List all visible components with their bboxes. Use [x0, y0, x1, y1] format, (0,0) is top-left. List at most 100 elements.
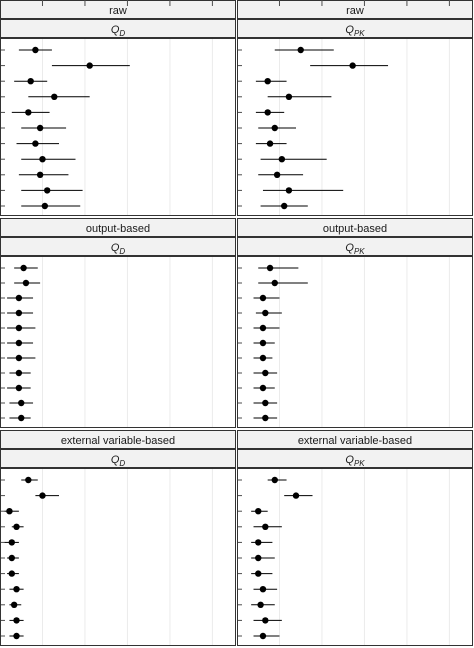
- quantity-base: Q: [345, 24, 354, 36]
- estimate-point: [25, 476, 32, 484]
- strip-method-background: [0, 218, 236, 237]
- strip-method-label: external variable-based: [298, 435, 412, 447]
- estimate-point: [297, 46, 304, 54]
- estimate-point: [271, 279, 278, 287]
- strip-quantity-background: [237, 449, 473, 468]
- estimate-point: [15, 309, 23, 317]
- estimate-point: [41, 202, 49, 210]
- panel-1: raw QD: [0, 0, 236, 216]
- estimate-point: [259, 324, 267, 332]
- estimate-point: [264, 109, 271, 116]
- panel-6: external variable-based QPK: [237, 430, 473, 646]
- strip-quantity-label: QPK: [345, 24, 365, 38]
- estimate-point: [255, 508, 262, 515]
- estimate-point: [257, 601, 264, 608]
- strip-method-label: output-based: [86, 223, 150, 235]
- estimate-point: [259, 384, 267, 392]
- estimate-point: [15, 354, 23, 362]
- estimate-point: [15, 384, 23, 392]
- estimate-point: [271, 476, 278, 484]
- estimate-point: [39, 492, 46, 499]
- estimate-point: [273, 171, 281, 178]
- strip-quantity-label: QPK: [345, 242, 365, 256]
- estimate-point: [255, 570, 262, 577]
- strip-quantity-label: QPK: [345, 454, 365, 468]
- quantity-base: Q: [345, 242, 354, 254]
- estimate-point: [13, 617, 20, 624]
- estimate-point: [259, 586, 267, 593]
- strip-method-background: [0, 0, 236, 19]
- strip-quantity-label: QD: [111, 24, 126, 38]
- estimate-point: [15, 324, 23, 332]
- estimate-point: [18, 399, 25, 407]
- strip-method-label: raw: [346, 5, 364, 17]
- strip-method-background: [237, 218, 473, 237]
- strip-method-background: [237, 430, 473, 449]
- quantity-base: Q: [111, 242, 120, 254]
- estimate-point: [13, 523, 20, 530]
- strip-quantity-label: QD: [111, 454, 126, 468]
- estimate-point: [32, 140, 39, 147]
- estimate-point: [259, 294, 267, 302]
- estimate-point: [22, 279, 30, 287]
- strip-quantity-background: [0, 237, 236, 256]
- quantity-subscript: D: [119, 459, 125, 468]
- strip-method-label: raw: [109, 5, 127, 17]
- strip-quantity-background: [237, 19, 473, 38]
- estimate-point: [44, 187, 51, 194]
- panel-3: output-based QD: [0, 218, 236, 428]
- strip-quantity-label: QD: [111, 242, 126, 256]
- panel-4: output-based QPK: [237, 218, 473, 428]
- estimate-point: [18, 414, 25, 422]
- plot-area: [0, 468, 236, 646]
- estimate-point: [262, 399, 269, 407]
- estimate-point: [278, 156, 286, 163]
- estimate-point: [32, 46, 39, 54]
- plot-area: [237, 468, 473, 646]
- quantity-subscript: PK: [354, 459, 365, 468]
- panel-5: external variable-based QD: [0, 430, 236, 646]
- estimate-point: [266, 140, 274, 147]
- estimate-point: [285, 93, 293, 101]
- estimate-point: [255, 554, 262, 562]
- quantity-subscript: D: [119, 29, 125, 38]
- estimate-point: [259, 339, 267, 347]
- estimate-point: [8, 570, 15, 577]
- estimate-point: [255, 539, 262, 546]
- estimate-point: [10, 601, 18, 608]
- estimate-point: [292, 492, 300, 499]
- plot-area: [0, 256, 236, 428]
- quantity-base: Q: [111, 24, 120, 36]
- strip-quantity-background: [0, 19, 236, 38]
- estimate-point: [15, 294, 23, 302]
- estimate-point: [15, 339, 23, 347]
- estimate-point: [86, 62, 93, 69]
- strip-quantity-background: [0, 449, 236, 468]
- estimate-point: [285, 187, 293, 194]
- panel-2: raw QPK: [237, 0, 473, 216]
- estimate-point: [8, 539, 15, 546]
- quantity-subscript: D: [119, 247, 125, 256]
- estimate-point: [349, 62, 356, 69]
- estimate-point: [39, 156, 46, 163]
- estimate-point: [13, 632, 20, 640]
- strip-method-background: [0, 430, 236, 449]
- estimate-point: [15, 369, 23, 377]
- plot-area: [0, 38, 236, 216]
- estimate-point: [8, 554, 15, 562]
- estimate-point: [6, 508, 13, 515]
- quantity-subscript: PK: [354, 29, 365, 38]
- estimate-point: [36, 171, 44, 178]
- strip-method-background: [237, 0, 473, 19]
- quantity-base: Q: [111, 454, 120, 466]
- estimate-point: [264, 78, 271, 85]
- strip-quantity-background: [237, 237, 473, 256]
- estimate-point: [281, 202, 288, 210]
- estimate-point: [262, 309, 269, 317]
- estimate-point: [13, 586, 20, 593]
- estimate-point: [36, 124, 44, 132]
- estimate-point: [27, 78, 34, 85]
- estimate-point: [262, 369, 269, 377]
- estimate-point: [271, 124, 278, 132]
